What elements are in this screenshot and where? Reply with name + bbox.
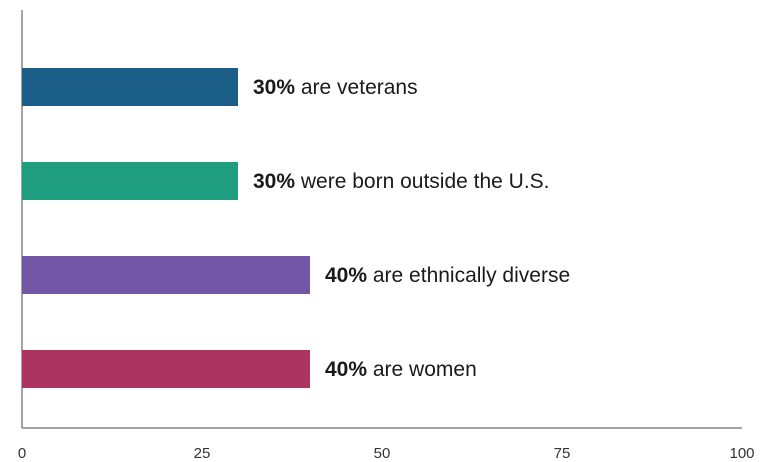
x-tick-label: 50: [374, 445, 391, 462]
x-tick-label: 75: [554, 445, 571, 462]
bar-category-label: are women: [367, 358, 477, 381]
bar-2: [22, 162, 238, 200]
bar-category-label: are veterans: [295, 76, 418, 99]
bar-label-4: 40% are women: [325, 358, 477, 381]
x-tick-label: 25: [194, 445, 211, 462]
bar-value-label: 30%: [253, 170, 295, 193]
bar-value-label: 30%: [253, 76, 295, 99]
x-tick-label: 100: [729, 445, 754, 462]
bar-3: [22, 256, 310, 294]
bar-value-label: 40%: [325, 264, 367, 287]
bar-category-label: are ethnically diverse: [367, 264, 570, 287]
bars-layer: [22, 68, 310, 388]
x-tick-label: 0: [18, 445, 26, 462]
bar-label-3: 40% are ethnically diverse: [325, 264, 570, 287]
bar-value-label: 40%: [325, 358, 367, 381]
bar-label-1: 30% are veterans: [253, 76, 418, 99]
bar-label-2: 30% were born outside the U.S.: [253, 170, 550, 193]
bar-1: [22, 68, 238, 106]
bar-category-label: were born outside the U.S.: [295, 170, 549, 193]
bar-4: [22, 350, 310, 388]
x-tick-labels-layer: 0 25 50 75 100: [18, 445, 755, 462]
